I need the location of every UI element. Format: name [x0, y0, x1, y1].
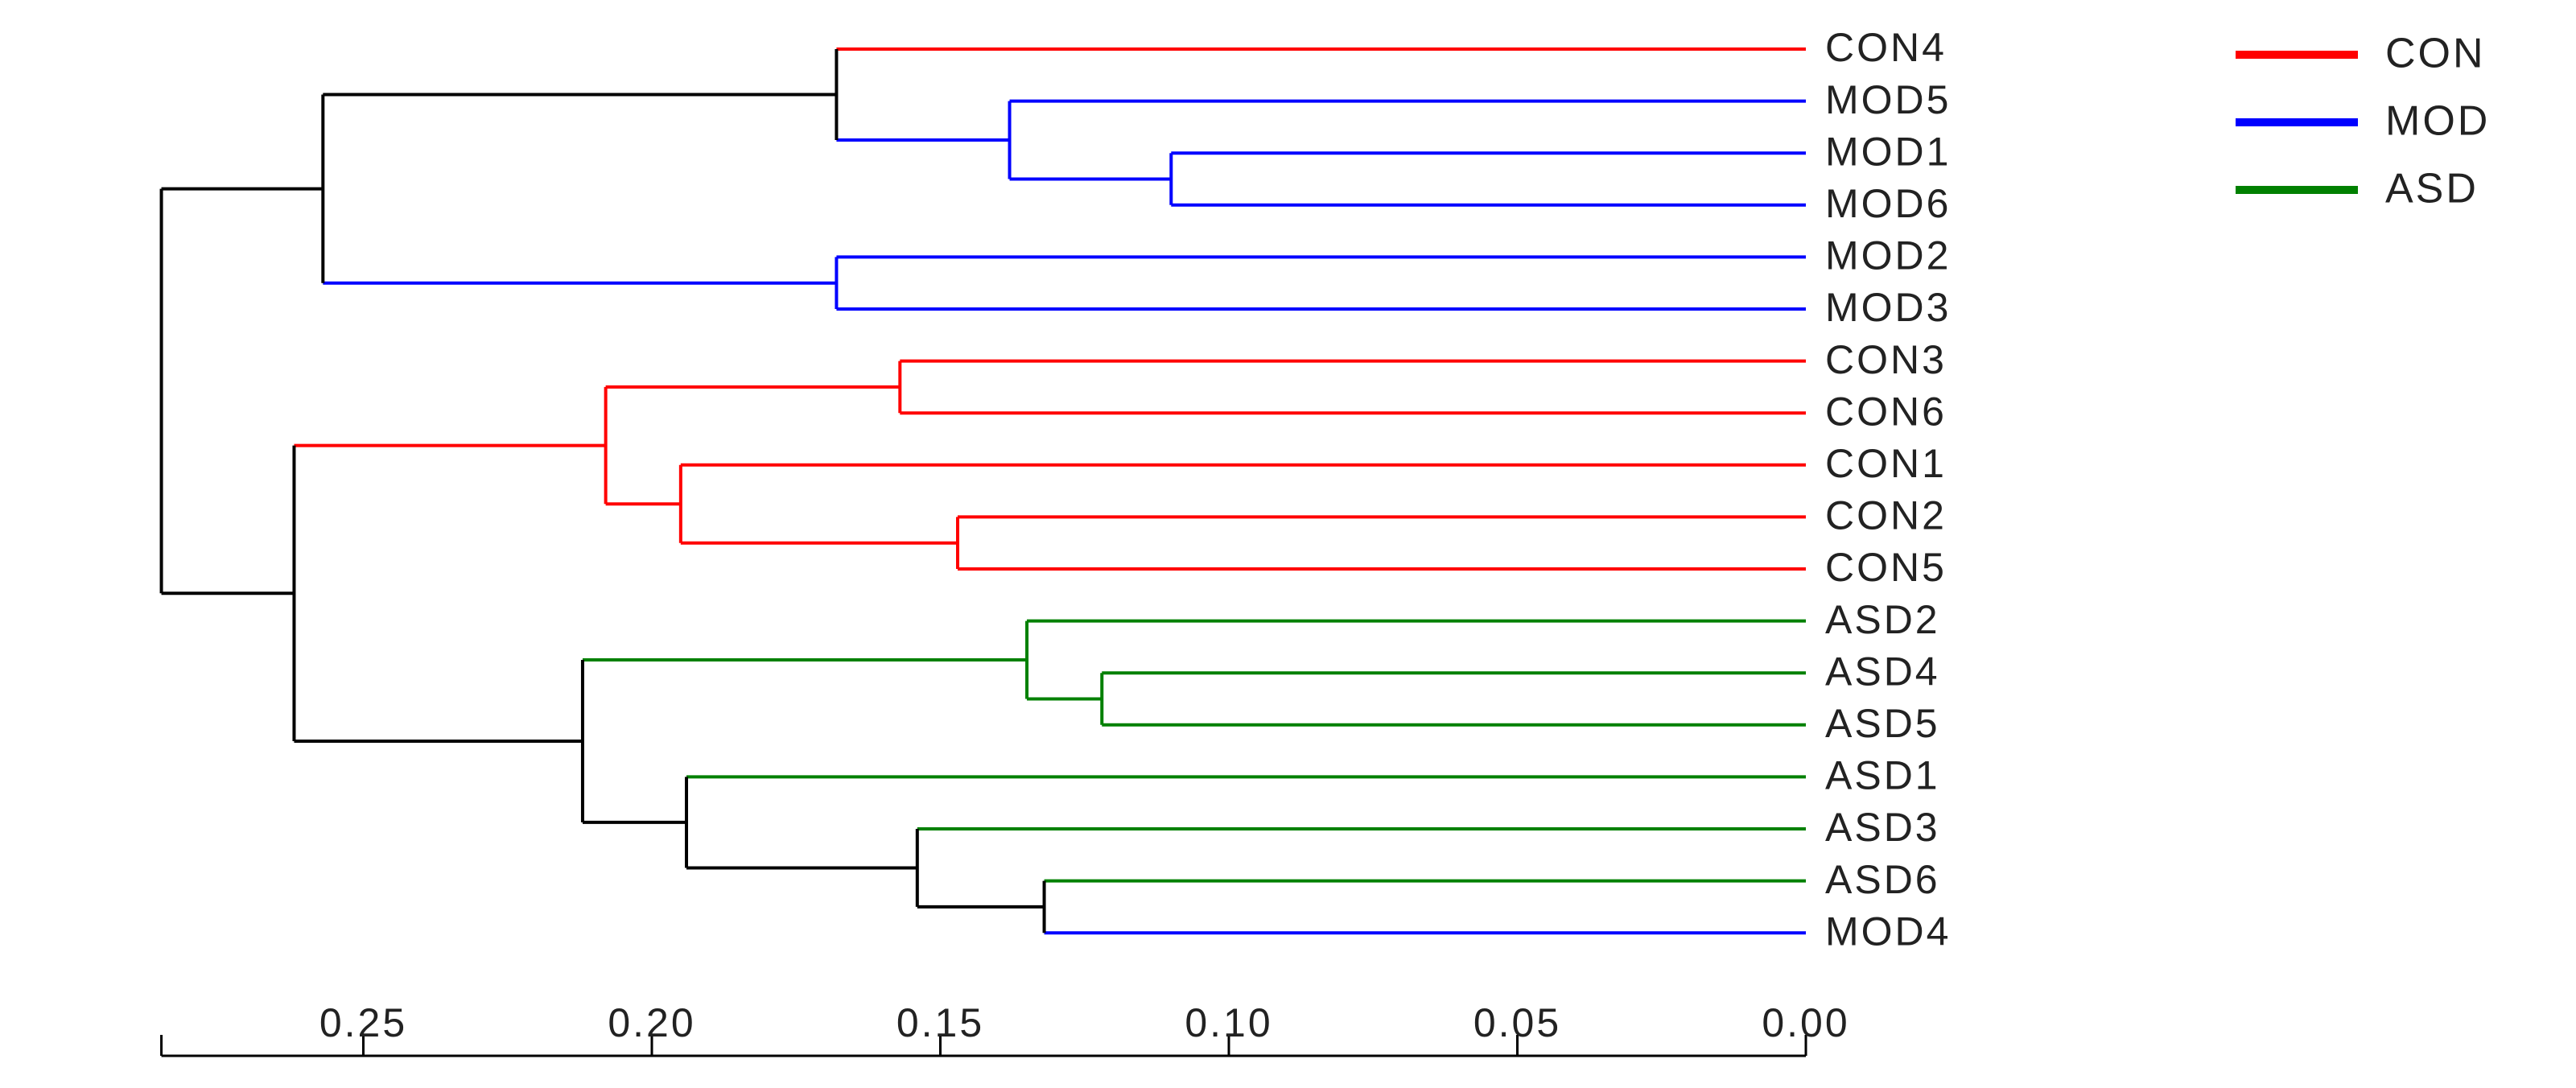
leaf-label-con3: CON3: [1825, 337, 1947, 382]
leaf-label-con1: CON1: [1825, 441, 1947, 486]
leaf-label-mod4: MOD4: [1825, 909, 1951, 954]
axis-tick-label: 0.20: [608, 1000, 695, 1045]
leaf-label-mod2: MOD2: [1825, 233, 1951, 278]
leaf-labels: CON4 MOD5 MOD1 MOD6 MOD2 MOD3 CON3 CON6 CON1 CON2…: [1825, 25, 1951, 954]
legend-label-asd: ASD: [2385, 166, 2479, 212]
axis-tick-label: 0.05: [1473, 1000, 1561, 1045]
distance-axis: 0.25 0.20 0.15 0.10 0.05 0.00: [160, 1000, 1849, 1057]
axis-tick-label: 0.00: [1762, 1000, 1849, 1045]
legend-label-mod: MOD: [2385, 98, 2490, 145]
leaf-label-con2: CON2: [1825, 493, 1947, 538]
leaf-label-asd5: ASD5: [1825, 701, 1940, 746]
axis-tick-label: 0.25: [319, 1000, 407, 1045]
leaf-label-con5: CON5: [1825, 545, 1947, 590]
leaf-label-mod6: MOD6: [1825, 181, 1951, 226]
leaf-label-asd4: ASD4: [1825, 649, 1940, 694]
leaf-label-asd2: ASD2: [1825, 597, 1940, 642]
dendrogram-links: [159, 47, 1806, 935]
leaf-label-asd1: ASD1: [1825, 753, 1940, 798]
leaf-label-asd6: ASD6: [1825, 857, 1940, 902]
legend-label-con: CON: [2385, 31, 2486, 77]
leaf-label-asd3: ASD3: [1825, 805, 1940, 850]
leaf-label-mod3: MOD3: [1825, 285, 1951, 330]
leaf-label-con6: CON6: [1825, 389, 1947, 434]
axis-tick-label: 0.10: [1185, 1000, 1272, 1045]
axis-tick-label: 0.15: [896, 1000, 984, 1045]
leaf-label-mod1: MOD1: [1825, 129, 1951, 174]
legend: CON MOD ASD: [2236, 31, 2490, 212]
leaf-label-mod5: MOD5: [1825, 77, 1951, 122]
leaf-label-con4: CON4: [1825, 25, 1947, 70]
